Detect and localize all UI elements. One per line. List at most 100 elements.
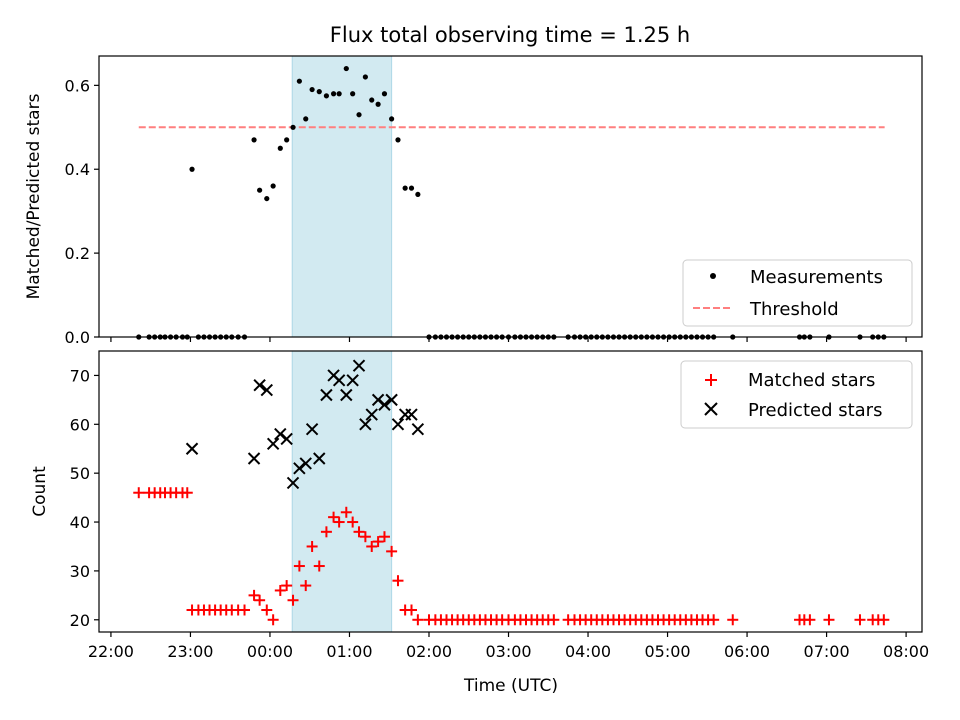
matched-star-point bbox=[239, 604, 251, 616]
matched-star-point bbox=[254, 594, 266, 606]
measurement-point bbox=[408, 185, 415, 191]
measurement-point bbox=[251, 137, 257, 143]
matched-star-point bbox=[261, 604, 273, 616]
top-axes-frame bbox=[98, 55, 923, 338]
matched-star-point bbox=[406, 604, 418, 616]
measurement-point bbox=[343, 65, 349, 72]
y-tick-label: 30 bbox=[70, 562, 90, 581]
matched-star-point bbox=[347, 516, 359, 528]
measurement-point bbox=[284, 137, 290, 143]
matched-star-point bbox=[878, 614, 890, 626]
measurement-point bbox=[381, 91, 388, 97]
top-shaded-span-rect bbox=[291, 55, 393, 338]
x-tick-label: 01:00 bbox=[326, 642, 372, 661]
y-tick-label: 0.2 bbox=[65, 244, 90, 263]
y-tick-label: 40 bbox=[70, 513, 90, 532]
bottom-legend-box bbox=[680, 360, 913, 429]
legend-predicted-marker bbox=[704, 402, 718, 416]
measurement-point bbox=[296, 78, 302, 84]
matched-stars-points bbox=[133, 487, 890, 626]
x-tick-label: 22:00 bbox=[88, 642, 134, 661]
y-tick-label: 50 bbox=[70, 464, 90, 483]
predicted-star-point bbox=[253, 379, 266, 392]
matched-star-point bbox=[372, 536, 384, 548]
legend-measurements-marker bbox=[710, 273, 716, 279]
predicted-star-point bbox=[378, 398, 391, 411]
measurement-point bbox=[330, 91, 337, 97]
measurement-point bbox=[189, 166, 195, 172]
matched-star-point bbox=[287, 594, 299, 606]
matched-star-point bbox=[293, 560, 305, 572]
matched-star-point bbox=[328, 511, 340, 523]
top-legend: Measurements Threshold bbox=[682, 259, 913, 327]
predicted-star-point bbox=[371, 393, 385, 407]
predicted-star-point bbox=[247, 452, 261, 465]
predicted-star-point bbox=[185, 442, 199, 455]
y-tick-label: 0.6 bbox=[65, 76, 90, 95]
bottom-legend: Matched stars Predicted stars bbox=[680, 360, 913, 429]
x-tick-label: 06:00 bbox=[724, 642, 770, 661]
matched-star-point bbox=[708, 614, 720, 626]
predicted-star-point bbox=[411, 422, 425, 436]
bottom-axes-frame bbox=[98, 350, 923, 633]
x-tick-label: 02:00 bbox=[406, 642, 452, 661]
bottom-shaded-span-rect bbox=[291, 350, 393, 633]
measurement-point bbox=[350, 91, 356, 97]
top-y-ticks: 0.0 0.2 0.4 0.6 bbox=[65, 76, 99, 347]
matched-star-point bbox=[306, 540, 318, 552]
matched-star-point bbox=[353, 526, 365, 538]
matched-star-point bbox=[378, 531, 390, 543]
top-legend-box bbox=[682, 259, 913, 327]
predicted-star-point bbox=[266, 437, 280, 451]
predicted-star-point bbox=[340, 388, 353, 402]
predicted-star-point bbox=[293, 462, 306, 475]
chart-title: Flux total observing time = 1.25 h bbox=[330, 23, 690, 47]
matched-star-point bbox=[333, 516, 345, 528]
predicted-stars-points bbox=[185, 359, 425, 490]
legend-matched-marker bbox=[705, 374, 717, 386]
measurement-point bbox=[264, 195, 270, 202]
matched-star-point bbox=[392, 575, 404, 587]
top-shaded-span bbox=[291, 55, 393, 338]
predicted-star-point bbox=[346, 374, 359, 387]
x-tick-label: 08:00 bbox=[883, 642, 929, 661]
legend-predicted-label: Predicted stars bbox=[748, 400, 882, 421]
bottom-y-ticks: 20 30 40 50 60 70 bbox=[70, 366, 99, 630]
matched-star-point bbox=[320, 526, 332, 538]
measurement-point bbox=[309, 86, 315, 93]
measurement-point bbox=[369, 97, 375, 103]
measurement-point bbox=[257, 187, 263, 193]
matched-star-point bbox=[548, 614, 560, 626]
matched-star-point bbox=[133, 487, 145, 499]
matched-star-point bbox=[274, 584, 286, 596]
predicted-star-point bbox=[313, 452, 326, 465]
predicted-star-point bbox=[352, 359, 366, 372]
legend-matched-label: Matched stars bbox=[748, 370, 875, 391]
measurement-point bbox=[395, 137, 401, 143]
x-tick-label: 04:00 bbox=[565, 642, 611, 661]
top-panel: 0.0 0.2 0.4 0.6 Matched/Predicted stars Mea… bbox=[24, 55, 923, 347]
y-tick-label: 70 bbox=[70, 366, 90, 385]
measurement-point bbox=[303, 116, 309, 122]
matched-star-point bbox=[412, 614, 424, 626]
matched-star-point bbox=[300, 580, 312, 592]
measurement-point bbox=[290, 124, 296, 130]
predicted-star-point bbox=[260, 383, 273, 397]
predicted-star-point bbox=[274, 427, 287, 441]
matched-star-point bbox=[313, 560, 325, 572]
predicted-star-point bbox=[280, 432, 293, 446]
measurement-point bbox=[362, 74, 368, 80]
measurement-point bbox=[277, 145, 283, 151]
matched-star-point bbox=[854, 614, 866, 626]
x-tick-label: 05:00 bbox=[644, 642, 690, 661]
measurement-point bbox=[389, 116, 395, 122]
predicted-star-point bbox=[305, 422, 319, 436]
x-tick-label: 00:00 bbox=[247, 642, 293, 661]
top-x-ticks bbox=[110, 337, 907, 342]
measurement-point bbox=[375, 101, 381, 107]
x-tick-label: 03:00 bbox=[485, 642, 531, 661]
y-tick-label: 20 bbox=[70, 611, 90, 630]
x-tick-label: 23:00 bbox=[167, 642, 213, 661]
